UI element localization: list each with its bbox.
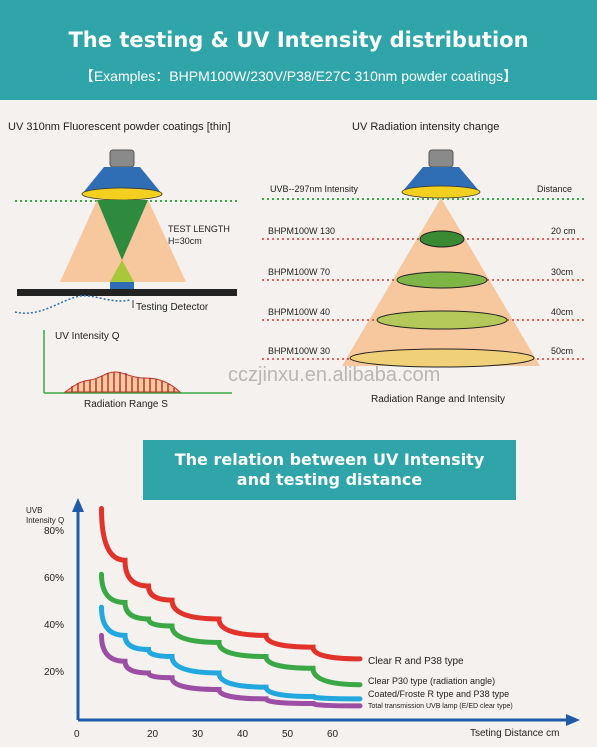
page-subtitle: 【Examples：BHPM100W/230V/P38/E27C 310nm p… — [79, 68, 518, 84]
intensity-label: UVB--297nm Intensity — [270, 184, 359, 194]
chart-ylabel-2: Intensity Q — [26, 516, 65, 525]
x-tick-label: 20 — [147, 729, 159, 740]
relation-line1: The relation between UV Intensity — [174, 450, 485, 469]
y-tick-label: 20% — [44, 667, 65, 678]
spot-50cm — [349, 348, 535, 368]
series-line-4 — [99, 632, 363, 709]
mini-x-label: Radiation Range S — [84, 399, 168, 410]
left-caption: UV 310nm Fluorescent powder coatings [th… — [8, 121, 231, 133]
x-tick-label: 40 — [237, 729, 249, 740]
detector-label: Testing Detector — [136, 302, 209, 313]
mini-intensity-bars — [63, 371, 182, 393]
series-line-3 — [99, 604, 363, 702]
chart-ylabel-1: UVB — [26, 506, 43, 515]
y-tick-label: 40% — [44, 620, 65, 631]
y-tick-label: 60% — [44, 573, 65, 584]
right-bottom-label: Radiation Range and Intensity — [371, 394, 505, 405]
relation-banner: The relation between UV Intensity and te… — [143, 440, 516, 500]
watermark: cczjinxu.en.alibaba.com — [228, 364, 441, 386]
row-label: BHPM100W 30 — [268, 346, 331, 356]
distance-label: Distance — [537, 184, 573, 194]
spot-40cm — [376, 310, 508, 330]
row-label: BHPM100W 70 — [268, 267, 331, 277]
row-distance: 20 cm — [551, 226, 576, 236]
left-lamp-icon — [81, 149, 163, 201]
series-line-2 — [99, 571, 363, 688]
chart-series-group — [99, 506, 363, 709]
x-tick-label: 50 — [282, 729, 294, 740]
series-line-1 — [99, 506, 363, 662]
x-tick-label: 0 — [74, 729, 80, 740]
right-lamp-icon — [401, 149, 481, 199]
row-distance: 40cm — [551, 307, 574, 317]
chart-xlabel: Tseting Distance cm — [470, 728, 560, 739]
detector-block — [110, 282, 134, 289]
x-tick-label: 60 — [327, 729, 339, 740]
height-label: H=30cm — [168, 236, 202, 246]
y-tick-label: 80% — [44, 526, 65, 537]
spot-20cm — [419, 230, 465, 248]
test-plate — [17, 289, 237, 296]
spot-30cm — [396, 271, 488, 289]
header-banner — [0, 0, 597, 100]
detector-cable — [14, 295, 131, 314]
test-length-label: TEST LENGTH — [168, 224, 230, 234]
left-inner-beam — [97, 200, 148, 260]
legend-label-2: Clear P30 type (radiation angle) — [368, 676, 496, 686]
mini-y-label: UV Intensity Q — [55, 331, 120, 342]
row-distance: 30cm — [551, 267, 574, 277]
legend-label-3: Coated/Froste R type and P38 type — [368, 689, 510, 699]
legend-label-4: Total transmission UVB lamp (E/ED clear … — [368, 703, 513, 710]
row-distance: 50cm — [551, 346, 574, 356]
right-caption: UV Radiation intensity change — [352, 121, 500, 133]
x-tick-label: 30 — [192, 729, 204, 740]
relation-line2: and testing distance — [236, 470, 423, 489]
row-label: BHPM100W 130 — [268, 226, 336, 236]
page-title: The testing & UV Intensity distribution — [68, 28, 529, 52]
row-label: BHPM100W 40 — [268, 307, 331, 317]
legend-label-1: Clear R and P38 type — [368, 656, 464, 667]
left-beam-tip — [110, 260, 134, 282]
